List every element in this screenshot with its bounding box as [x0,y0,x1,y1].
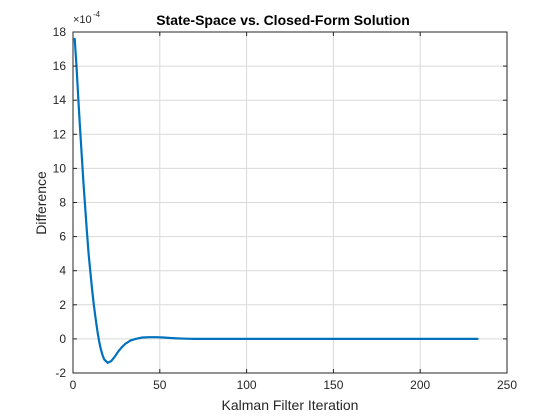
y-tick-label: 10 [53,161,67,175]
y-axis-label: Difference [33,171,49,235]
x-axis-label: Kalman Filter Iteration [222,397,359,413]
y-exponent-base: ×10 [73,14,92,26]
y-tick-label: -2 [55,366,66,380]
y-tick-label: 6 [59,230,66,244]
y-tick-label: 8 [59,196,66,210]
y-exponent-power: -4 [93,10,101,19]
x-tick-label: 100 [237,378,257,392]
y-tick-label: 2 [59,298,66,312]
y-tick-label: 4 [59,264,66,278]
x-tick-label: 250 [497,378,517,392]
chart-title: State-Space vs. Closed-Form Solution [156,12,410,28]
series-line [73,37,479,364]
y-tick-label: 12 [53,127,67,141]
series-group [73,37,479,364]
x-axis: 0 50 100 150 200 250 [70,32,517,392]
x-tick-label: 50 [153,378,167,392]
y-exponent-label: ×10 -4 [73,10,101,26]
x-tick-label: 200 [410,378,430,392]
y-tick-label: 16 [53,59,67,73]
x-tick-label: 0 [70,378,77,392]
y-axis: -2 0 2 4 6 8 10 12 14 16 18 [53,25,507,380]
y-tick-label: 0 [59,332,66,346]
y-tick-label: 18 [53,25,67,39]
x-tick-label: 150 [323,378,343,392]
y-tick-label: 14 [53,93,67,107]
